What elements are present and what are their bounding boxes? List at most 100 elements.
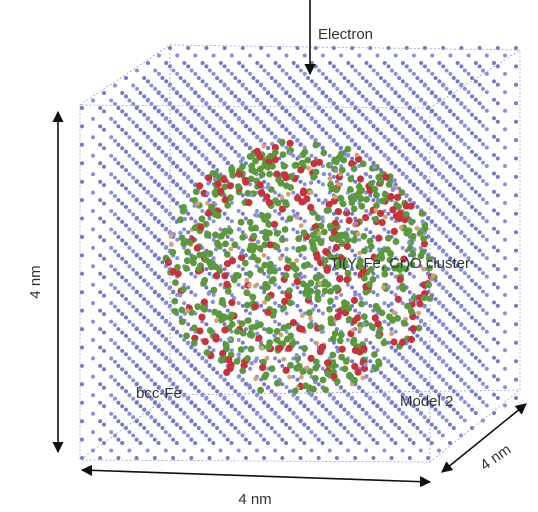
atom	[204, 434, 208, 438]
atom	[212, 219, 216, 223]
atom	[146, 227, 150, 231]
atom	[295, 84, 299, 88]
atom	[503, 182, 507, 186]
atom	[164, 430, 168, 434]
atom	[203, 221, 210, 228]
atom	[237, 264, 241, 268]
atom	[168, 415, 172, 419]
atom	[138, 183, 142, 187]
atom	[204, 378, 208, 382]
atom	[252, 408, 256, 412]
atom	[386, 415, 390, 419]
atom	[317, 87, 321, 91]
atom	[397, 113, 401, 117]
atom	[375, 404, 379, 408]
atom	[317, 401, 321, 405]
atom	[346, 61, 350, 65]
atom	[299, 87, 303, 91]
atom	[445, 382, 449, 386]
atom	[401, 430, 405, 434]
atom	[262, 382, 266, 386]
atom	[291, 449, 295, 453]
atom	[135, 327, 139, 331]
atom	[335, 87, 339, 91]
atom	[315, 294, 322, 301]
atom	[273, 412, 277, 416]
atom	[116, 235, 120, 239]
atom	[452, 76, 456, 80]
atom	[98, 456, 102, 460]
atom	[321, 91, 325, 95]
atom	[470, 223, 474, 227]
atom	[350, 64, 354, 68]
atom	[306, 94, 310, 98]
atom	[91, 283, 95, 287]
atom	[237, 154, 241, 158]
atom	[164, 338, 168, 342]
atom	[116, 253, 120, 257]
atom	[328, 172, 332, 176]
atom	[205, 231, 212, 238]
atom	[467, 90, 471, 94]
atom	[375, 332, 382, 339]
atom	[441, 120, 445, 124]
atom	[474, 374, 478, 378]
atom	[474, 208, 478, 212]
atom	[352, 347, 359, 354]
atom	[113, 176, 117, 180]
atom	[419, 99, 423, 103]
atom	[200, 135, 204, 139]
atom	[98, 438, 102, 442]
atom	[303, 219, 307, 223]
atom	[459, 64, 463, 68]
atom	[339, 72, 343, 76]
atom	[218, 357, 225, 364]
atom	[138, 257, 142, 261]
atom	[179, 426, 183, 430]
atom	[135, 290, 139, 294]
atom	[186, 230, 190, 234]
atom	[217, 188, 224, 195]
atom	[514, 267, 518, 271]
atom	[175, 270, 182, 277]
atom	[135, 438, 139, 442]
atom	[339, 54, 343, 58]
atom	[419, 61, 423, 65]
atom	[415, 187, 419, 191]
atom	[375, 386, 379, 390]
atom	[470, 113, 474, 117]
atom	[250, 254, 257, 261]
atom	[157, 128, 161, 132]
atom	[248, 311, 252, 315]
atom	[437, 283, 441, 287]
atom	[322, 257, 329, 264]
atom	[317, 69, 321, 73]
atom	[448, 349, 452, 353]
atom	[131, 120, 135, 124]
atom	[262, 281, 269, 288]
atom	[434, 205, 438, 209]
atom	[219, 393, 223, 397]
atom	[485, 219, 489, 223]
atom	[368, 64, 372, 68]
atom	[335, 143, 339, 147]
atom	[397, 150, 401, 154]
atom	[198, 314, 205, 321]
atom	[120, 257, 124, 261]
atom	[245, 199, 252, 206]
atom	[277, 64, 281, 68]
atom	[485, 330, 489, 334]
atom	[244, 456, 248, 460]
atom	[237, 79, 241, 83]
atom	[237, 338, 241, 342]
atom	[335, 272, 339, 276]
atom	[142, 131, 146, 135]
atom	[280, 382, 284, 386]
atom	[481, 326, 485, 330]
atom	[351, 165, 358, 172]
atom	[215, 76, 219, 80]
atom	[320, 330, 324, 334]
atom	[423, 84, 427, 88]
atom	[175, 165, 179, 169]
atom	[485, 385, 489, 389]
